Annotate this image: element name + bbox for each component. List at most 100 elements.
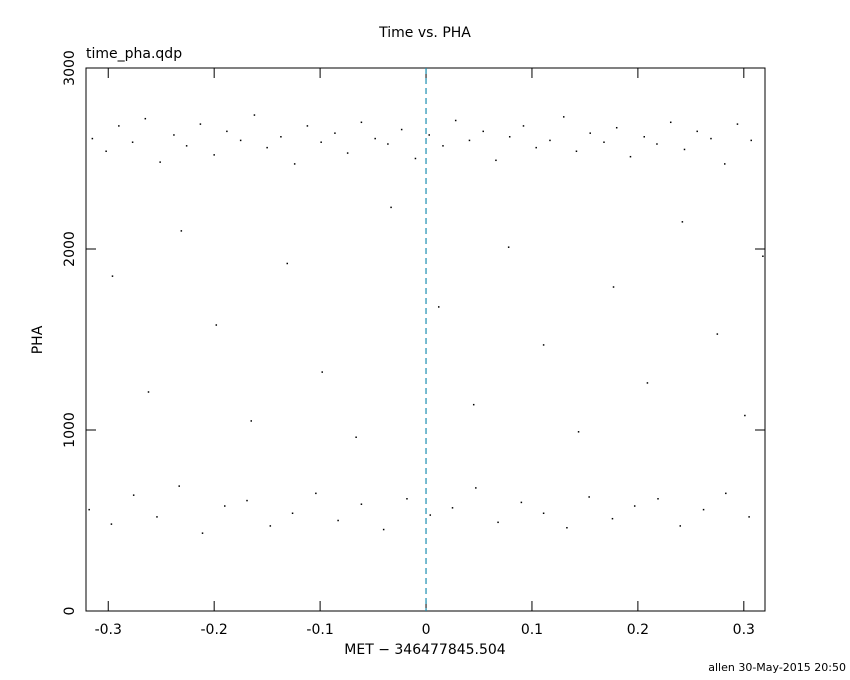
point bbox=[611, 517, 614, 520]
x-tick-label: 0.1 bbox=[521, 622, 543, 638]
point bbox=[178, 485, 180, 487]
point bbox=[497, 521, 499, 524]
point bbox=[320, 141, 322, 143]
point bbox=[750, 139, 752, 142]
x-tick-label: 0.3 bbox=[733, 622, 755, 638]
point bbox=[633, 505, 636, 507]
point bbox=[360, 503, 363, 505]
point bbox=[723, 163, 726, 165]
point bbox=[495, 159, 497, 162]
point bbox=[280, 136, 282, 138]
point bbox=[224, 505, 226, 507]
point bbox=[507, 246, 510, 248]
point bbox=[111, 275, 114, 277]
point bbox=[577, 431, 580, 433]
point bbox=[468, 139, 471, 142]
point bbox=[286, 262, 289, 265]
point bbox=[226, 130, 228, 133]
point bbox=[105, 150, 107, 153]
point bbox=[589, 132, 591, 134]
point bbox=[710, 137, 712, 140]
point bbox=[180, 230, 183, 232]
point bbox=[131, 141, 134, 143]
y-axis-label: PHA bbox=[30, 325, 46, 354]
x-axis-label: MET − 346477845.504 bbox=[344, 642, 506, 658]
point bbox=[744, 414, 746, 417]
point bbox=[549, 139, 551, 142]
point bbox=[629, 155, 632, 158]
point bbox=[669, 121, 672, 124]
point bbox=[156, 516, 158, 518]
point bbox=[88, 508, 90, 511]
point bbox=[400, 128, 403, 131]
point bbox=[334, 132, 336, 134]
point bbox=[293, 163, 296, 165]
point bbox=[360, 121, 363, 124]
point bbox=[725, 492, 727, 495]
point bbox=[215, 324, 218, 326]
point bbox=[696, 130, 698, 133]
point bbox=[656, 143, 658, 145]
point bbox=[520, 501, 523, 504]
point bbox=[266, 146, 268, 149]
point bbox=[382, 528, 385, 531]
point bbox=[110, 523, 113, 525]
point bbox=[643, 136, 645, 138]
point bbox=[387, 143, 389, 145]
point bbox=[239, 139, 242, 142]
point bbox=[346, 152, 349, 154]
point bbox=[144, 117, 147, 120]
point bbox=[562, 116, 565, 118]
y-tick-label: 3000 bbox=[62, 50, 78, 86]
point bbox=[428, 134, 430, 136]
point bbox=[173, 134, 175, 136]
point bbox=[575, 150, 578, 153]
point bbox=[213, 154, 215, 156]
footer: allen 30-May-2015 20:50 bbox=[708, 661, 846, 674]
point bbox=[588, 496, 590, 498]
point bbox=[337, 519, 339, 522]
point bbox=[159, 161, 161, 163]
point bbox=[451, 507, 454, 509]
x-tick-label: 0.2 bbox=[627, 622, 649, 638]
point bbox=[414, 157, 417, 160]
point bbox=[612, 286, 615, 288]
y-tick-label: 2000 bbox=[62, 231, 78, 267]
point bbox=[716, 333, 719, 335]
point bbox=[683, 148, 686, 151]
x-tick-label: -0.1 bbox=[306, 622, 333, 638]
point bbox=[291, 512, 294, 515]
x-tick-label: -0.2 bbox=[201, 622, 228, 638]
point bbox=[454, 119, 457, 122]
point bbox=[91, 137, 94, 140]
point bbox=[542, 512, 545, 515]
point bbox=[118, 125, 120, 127]
point bbox=[406, 498, 408, 500]
point bbox=[762, 255, 764, 257]
point bbox=[201, 532, 204, 534]
point bbox=[437, 306, 440, 308]
chart-title: Time vs. PHA bbox=[378, 25, 471, 41]
point bbox=[508, 136, 511, 138]
point bbox=[475, 487, 477, 489]
point bbox=[681, 221, 684, 223]
point bbox=[374, 137, 376, 140]
point bbox=[132, 494, 135, 496]
point bbox=[736, 123, 739, 125]
point bbox=[321, 371, 323, 373]
point bbox=[679, 525, 682, 527]
y-tick-label: 0 bbox=[62, 607, 78, 616]
x-tick-label: 0 bbox=[422, 622, 431, 638]
point bbox=[472, 403, 475, 406]
point bbox=[748, 516, 750, 518]
point bbox=[615, 126, 618, 129]
point bbox=[542, 344, 545, 346]
point bbox=[250, 420, 252, 422]
point bbox=[482, 130, 484, 133]
point bbox=[185, 145, 188, 147]
point bbox=[535, 146, 537, 149]
point bbox=[147, 391, 150, 393]
point bbox=[657, 498, 659, 500]
point bbox=[442, 145, 444, 147]
